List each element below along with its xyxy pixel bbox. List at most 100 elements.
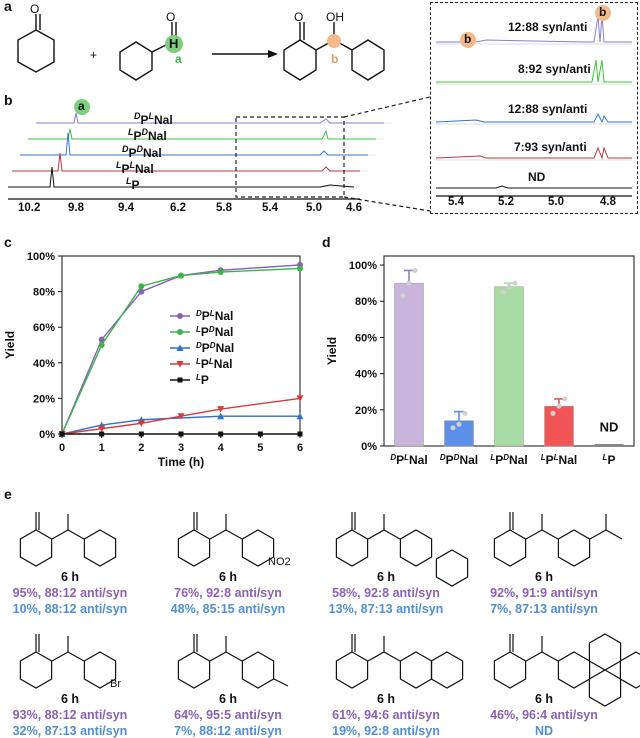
result-line-2: 13%, 87:13 anti/syn: [328, 602, 444, 616]
replicate-point: [556, 403, 562, 409]
marker-a-spectrum: a: [78, 99, 85, 113]
cyclohexanone-ring: [177, 651, 211, 689]
cyclohexanone-ring: [19, 651, 53, 689]
substituent-label: Br: [110, 678, 121, 690]
bond: [525, 651, 543, 662]
data-point: [257, 431, 263, 437]
nmr-tick-label: 9.4: [118, 202, 134, 214]
bond: [51, 651, 69, 662]
data-point: [296, 395, 304, 402]
substituent-label: NO2: [268, 556, 291, 568]
aryl-ring: [83, 529, 117, 567]
methyl-bond: [273, 678, 289, 687]
label-superscript: L: [541, 453, 546, 462]
label-text: Nal: [409, 453, 428, 467]
bar: [544, 405, 574, 447]
inset-ratio-1: 12:88 syn/anti: [508, 20, 588, 34]
bond: [225, 651, 243, 662]
bar: [444, 420, 474, 447]
legend-label: DPDNal: [196, 341, 234, 355]
reaction-time: 6 h: [534, 570, 554, 584]
aryl-ring: [557, 651, 591, 689]
y-tick-label: 0%: [361, 441, 377, 453]
y-tick-label: 60%: [355, 332, 377, 344]
data-point: [217, 406, 225, 413]
label-text: P: [495, 453, 503, 467]
inset-ratio-5: ND: [528, 170, 546, 184]
aldehyde-h-label: H: [169, 36, 179, 51]
result-line-1: 58%, 92:8 anti/syn: [332, 586, 440, 600]
label-text: P: [202, 309, 210, 323]
replicate-point: [406, 280, 412, 286]
aryl-ring: [83, 651, 117, 689]
series-LP: [59, 431, 303, 437]
reaction-time: 6 h: [60, 570, 80, 584]
y-axis-label: Yield: [3, 331, 17, 359]
marker-a-label: a: [175, 52, 182, 66]
data-point: [176, 344, 184, 351]
category-label: LP: [603, 453, 616, 467]
bond: [541, 651, 559, 662]
x-axis-label: Time (h): [158, 455, 204, 469]
label-text: P: [201, 325, 209, 339]
result-line-1: 64%, 95:5 anti/syn: [174, 708, 282, 722]
bond: [67, 651, 85, 662]
series-LPDNal: [59, 265, 303, 437]
inset-tick-label: 5.0: [548, 196, 564, 208]
inset-tick-label: 4.8: [600, 196, 616, 208]
label-superscript: L: [209, 357, 214, 366]
label-text: Nal: [214, 357, 233, 371]
y-tick-label: 0%: [39, 429, 55, 441]
oxygen-label: O: [30, 2, 40, 16]
data-point: [178, 272, 184, 279]
x-tick-label: 2: [138, 442, 144, 454]
trace-label-5: LP: [126, 176, 140, 192]
label-text: Nal: [509, 453, 528, 467]
replicate-point: [400, 293, 406, 299]
data-point: [98, 342, 105, 348]
nmr-tick-label: 5.0: [306, 202, 322, 214]
data-point: [177, 329, 183, 335]
inset-marker-b-left: b: [464, 32, 472, 46]
data-point: [59, 431, 65, 437]
replicate-point: [450, 425, 456, 431]
aryl-ring: [241, 651, 275, 689]
replicate-point: [456, 421, 462, 427]
data-point: [297, 265, 303, 272]
aryl-ring: [557, 529, 591, 567]
nmr-tick-label: 10.2: [18, 202, 41, 214]
nmr-inset: [430, 2, 638, 214]
nmr-tick-label: 9.8: [68, 202, 84, 214]
reaction-time: 6 h: [376, 692, 396, 706]
trace-label-1: DPLNal: [134, 111, 173, 127]
marker-b-label: b: [331, 52, 339, 66]
inset-markers: [460, 5, 611, 48]
data-point: [98, 336, 105, 343]
result-line-2: 7%, 87:13 anti/syn: [490, 602, 598, 616]
label-text: P: [546, 453, 554, 467]
y-tick-label: 20%: [33, 393, 55, 405]
reaction-time: 6 h: [218, 570, 238, 584]
bond: [367, 529, 385, 540]
label-superscript: L: [196, 373, 201, 382]
category-label: DPDNal: [440, 453, 478, 467]
product-oh: OH: [326, 10, 344, 24]
data-point: [177, 377, 183, 383]
y-tick-label: 20%: [355, 405, 377, 417]
data-point: [138, 288, 145, 295]
label-superscript: D: [209, 325, 215, 334]
panel-label-d: d: [322, 234, 331, 250]
plot-frame: [61, 255, 301, 435]
label-superscript: D: [390, 453, 396, 462]
reaction-time: 6 h: [534, 692, 554, 706]
panel-label-b: b: [4, 92, 13, 108]
y-axis-label: Yield: [325, 337, 339, 365]
cyclohexanone-ring: [177, 529, 211, 567]
result-line-2: ND: [534, 724, 554, 738]
replicate-point: [550, 410, 556, 416]
replicate-point: [562, 396, 568, 402]
data-point: [138, 431, 144, 437]
label-superscript: L: [490, 453, 495, 462]
replicate-point: [512, 280, 518, 286]
